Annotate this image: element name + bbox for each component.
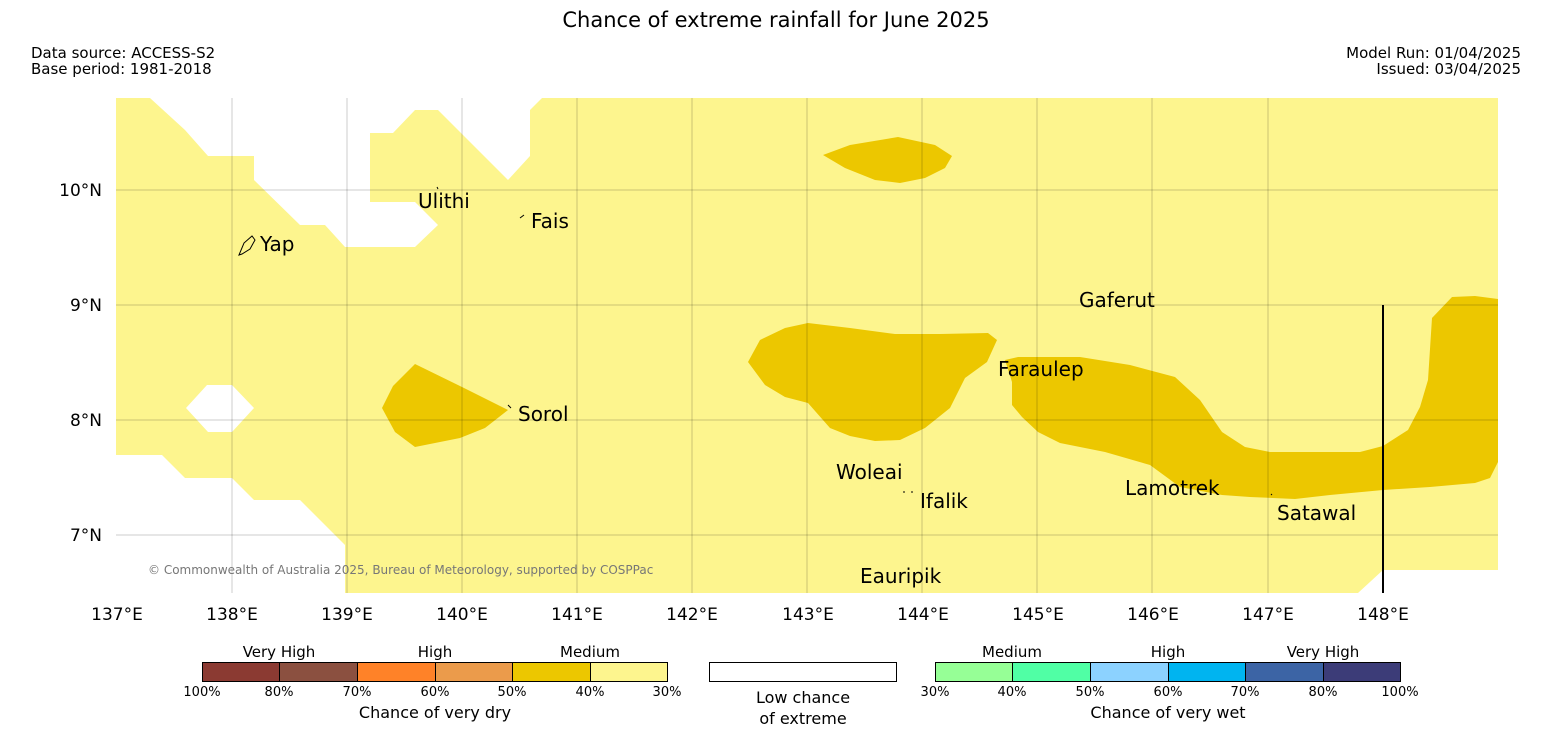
low-chance-region-west xyxy=(186,385,254,432)
lat-label: 8°N xyxy=(70,411,102,431)
dry-color-swatch xyxy=(512,662,591,682)
lon-label: 144°E xyxy=(897,605,949,625)
place-label-ifalik: Ifalik xyxy=(920,489,968,513)
dry-tick-label: 70% xyxy=(342,685,372,700)
yap-island xyxy=(238,235,256,256)
data-source: Data source: ACCESS-S2 xyxy=(31,44,216,62)
medium-40-50-region-north xyxy=(823,137,952,183)
place-label-faraulep: Faraulep xyxy=(998,357,1084,381)
dry-group-label: High xyxy=(417,643,453,661)
wet-color-swatch xyxy=(1168,662,1246,682)
dry-tick-label: 30% xyxy=(652,685,682,700)
satawal-island xyxy=(1270,493,1273,496)
wet-tick-label: 70% xyxy=(1230,685,1260,700)
wet-tick-label: 50% xyxy=(1075,685,1105,700)
lat-label: 10°N xyxy=(59,181,102,201)
model-run: Model Run: 01/04/2025 xyxy=(1346,44,1521,62)
wet-group-label: Medium xyxy=(982,643,1042,661)
wet-tick-label: 100% xyxy=(1381,685,1419,700)
place-label-satawal: Satawal xyxy=(1277,501,1356,525)
dry-tick-label: 100% xyxy=(183,685,221,700)
dry-color-swatch xyxy=(590,662,668,682)
place-label-yap: Yap xyxy=(259,232,294,256)
place-label-gaferut: Gaferut xyxy=(1079,288,1155,312)
issued-date: Issued: 03/04/2025 xyxy=(1376,60,1521,78)
low-chance-caption-line2: of extreme xyxy=(759,709,847,728)
low-chance-swatch xyxy=(709,662,897,682)
lon-label: 148°E xyxy=(1357,605,1409,625)
dry-group-label: Very High xyxy=(242,643,316,661)
lon-label: 137°E xyxy=(91,605,143,625)
wet-group-label: Very High xyxy=(1286,643,1360,661)
map-field xyxy=(116,98,1498,593)
dry-tick-label: 40% xyxy=(575,685,605,700)
dry-color-swatch xyxy=(357,662,436,682)
low-chance-region-southeast xyxy=(1358,570,1498,593)
dry-color-swatch xyxy=(435,662,513,682)
copyright-notice: © Commonwealth of Australia 2025, Bureau… xyxy=(148,563,653,577)
wet-color-swatch xyxy=(1012,662,1091,682)
lon-label: 143°E xyxy=(782,605,834,625)
place-label-ulithi: Ulithi xyxy=(418,189,470,213)
place-label-sorol: Sorol xyxy=(518,402,569,426)
place-label-fais: Fais xyxy=(531,209,569,233)
lon-label: 146°E xyxy=(1127,605,1179,625)
wet-caption: Chance of very wet xyxy=(1090,703,1246,722)
place-label-lamotrek: Lamotrek xyxy=(1125,476,1220,500)
lat-label: 7°N xyxy=(70,526,102,546)
base-period: Base period: 1981-2018 xyxy=(31,60,212,78)
gridlines xyxy=(116,98,1498,593)
fais-island xyxy=(519,214,525,219)
dry-color-swatch xyxy=(279,662,358,682)
dry-caption: Chance of very dry xyxy=(358,703,512,722)
low-chance-caption-line1: Low chance xyxy=(755,688,851,707)
wet-tick-label: 80% xyxy=(1308,685,1338,700)
ulithi-island xyxy=(436,186,439,190)
latitude-labels: 10°N 9°N 8°N 7°N xyxy=(59,181,102,546)
sorol-island xyxy=(507,404,512,409)
wet-color-swatch xyxy=(935,662,1013,682)
lon-label: 142°E xyxy=(666,605,718,625)
low-chance-region-north xyxy=(116,98,542,247)
dry-tick-label: 80% xyxy=(264,685,294,700)
chart-title: Chance of extreme rainfall for June 2025 xyxy=(562,8,990,32)
medium-40-50-region-sorol xyxy=(382,364,508,447)
lat-label: 9°N xyxy=(70,296,102,316)
dry-color-swatch xyxy=(202,662,280,682)
place-label-eauripik: Eauripik xyxy=(860,564,942,588)
wet-color-swatch xyxy=(1090,662,1169,682)
lon-label: 147°E xyxy=(1242,605,1294,625)
lon-label: 145°E xyxy=(1012,605,1064,625)
dry-tick-label: 50% xyxy=(497,685,527,700)
lon-label: 140°E xyxy=(436,605,488,625)
island-outlines xyxy=(238,186,1273,496)
longitude-labels: 137°E 138°E 139°E 140°E 141°E 142°E 143°… xyxy=(91,605,1409,625)
lon-label: 138°E xyxy=(206,605,258,625)
wet-color-swatch xyxy=(1245,662,1324,682)
wet-color-swatch xyxy=(1323,662,1401,682)
place-labels: Ulithi Fais Yap Gaferut Faraulep Sorol W… xyxy=(259,189,1356,588)
lon-label: 141°E xyxy=(551,605,603,625)
low-chance-region-south xyxy=(116,455,345,593)
wet-tick-label: 30% xyxy=(920,685,950,700)
place-label-woleai: Woleai xyxy=(836,460,903,484)
medium-40-50-region-east xyxy=(1005,296,1498,499)
wet-tick-label: 60% xyxy=(1153,685,1183,700)
dry-tick-label: 60% xyxy=(420,685,450,700)
wet-tick-label: 40% xyxy=(997,685,1027,700)
wet-group-label: High xyxy=(1150,643,1186,661)
lon-label: 139°E xyxy=(321,605,373,625)
dry-group-label: Medium xyxy=(560,643,620,661)
medium-40-50-region-woleai xyxy=(748,323,997,441)
